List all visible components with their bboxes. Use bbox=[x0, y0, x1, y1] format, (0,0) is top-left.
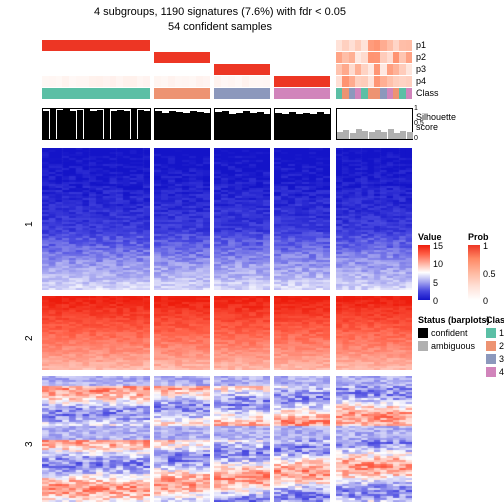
silh-tick-0: 1 bbox=[414, 105, 418, 112]
legend-value-tick-1: 10 bbox=[433, 259, 443, 269]
p1-strip-g1 bbox=[154, 40, 210, 51]
p1-strip-g2 bbox=[214, 40, 270, 51]
legend-class-label-0: 1 bbox=[499, 328, 504, 338]
p3-strip-g4 bbox=[336, 64, 412, 75]
heatmap-r2-g3 bbox=[274, 376, 330, 502]
class-strip-g3 bbox=[274, 88, 330, 99]
legend-value-tick-3: 0 bbox=[433, 296, 438, 306]
class-strip-g4 bbox=[336, 88, 412, 99]
heatmap-r2-g1 bbox=[154, 376, 210, 502]
heatmap-r1-g2 bbox=[214, 296, 270, 370]
silh-tick-1: 0.5 bbox=[414, 120, 424, 127]
legend-status-label-1: ambiguous bbox=[431, 341, 475, 351]
heatmap-r0-g1 bbox=[154, 148, 210, 290]
label-class: Class bbox=[416, 88, 439, 98]
title-line-2: 54 confident samples bbox=[40, 21, 400, 33]
legend-class-label-2: 3 bbox=[499, 354, 504, 364]
p3-strip-g1 bbox=[154, 64, 210, 75]
legend-value-tick-2: 5 bbox=[433, 278, 438, 288]
row-label-2: 3 bbox=[24, 431, 35, 447]
p4-strip-g1 bbox=[154, 76, 210, 87]
label-p1: p1 bbox=[416, 40, 426, 50]
legend-class-swatch-0 bbox=[486, 328, 496, 338]
silhouette-box-g3 bbox=[274, 108, 331, 140]
legend-value-tick-0: 15 bbox=[433, 241, 443, 251]
p4-strip-g3 bbox=[274, 76, 330, 87]
legend-class-swatch-1 bbox=[486, 341, 496, 351]
legend-class-label-3: 4 bbox=[499, 367, 504, 377]
p2-strip-g3 bbox=[274, 52, 330, 63]
class-strip-g1 bbox=[154, 88, 210, 99]
heatmap-r1-g1 bbox=[154, 296, 210, 370]
legend-prob-tick-2: 0 bbox=[483, 296, 488, 306]
p2-strip-g0 bbox=[42, 52, 150, 63]
heatmap-r0-g3 bbox=[274, 148, 330, 290]
p4-strip-g2 bbox=[214, 76, 270, 87]
heatmap-r0-g0 bbox=[42, 148, 150, 290]
heatmap-r0-g2 bbox=[214, 148, 270, 290]
heatmap-r2-g2 bbox=[214, 376, 270, 502]
silhouette-box-g1 bbox=[154, 108, 211, 140]
p1-strip-g4 bbox=[336, 40, 412, 51]
title-line-1: 4 subgroups, 1190 signatures (7.6%) with… bbox=[40, 6, 400, 18]
heatmap-r1-g3 bbox=[274, 296, 330, 370]
label-p4: p4 bbox=[416, 76, 426, 86]
heatmap-r1-g4 bbox=[336, 296, 412, 370]
p2-strip-g2 bbox=[214, 52, 270, 63]
silhouette-box-g2 bbox=[214, 108, 271, 140]
row-label-1: 2 bbox=[24, 325, 35, 341]
p1-strip-g3 bbox=[274, 40, 330, 51]
heatmap-r0-g4 bbox=[336, 148, 412, 290]
heatmap-r1-g0 bbox=[42, 296, 150, 370]
class-strip-g2 bbox=[214, 88, 270, 99]
silh-tick-2: 0 bbox=[414, 135, 418, 142]
legend-class-swatch-2 bbox=[486, 354, 496, 364]
p3-strip-g0 bbox=[42, 64, 150, 75]
legend-status-label-0: confident bbox=[431, 328, 468, 338]
label-p2: p2 bbox=[416, 52, 426, 62]
legend-prob-tick-0: 1 bbox=[483, 241, 488, 251]
p2-strip-g4 bbox=[336, 52, 412, 63]
p4-strip-g0 bbox=[42, 76, 150, 87]
legend-prob-tick-1: 0.5 bbox=[483, 269, 496, 279]
heatmap-r2-g4 bbox=[336, 376, 412, 502]
legend-prob-gradient bbox=[468, 245, 480, 300]
row-label-0: 1 bbox=[24, 211, 35, 227]
silhouette-box-g0 bbox=[42, 108, 151, 140]
legend-class-swatch-3 bbox=[486, 367, 496, 377]
legend-class-title: Class bbox=[486, 315, 504, 325]
legend-status-swatch-0 bbox=[418, 328, 428, 338]
p3-strip-g2 bbox=[214, 64, 270, 75]
p3-strip-g3 bbox=[274, 64, 330, 75]
legend-value-gradient bbox=[418, 245, 430, 300]
legend-status-swatch-1 bbox=[418, 341, 428, 351]
heatmap-r2-g0 bbox=[42, 376, 150, 502]
p4-strip-g4 bbox=[336, 76, 412, 87]
p1-strip-g0 bbox=[42, 40, 150, 51]
p2-strip-g1 bbox=[154, 52, 210, 63]
silhouette-box-g4 bbox=[336, 108, 413, 140]
class-strip-g0 bbox=[42, 88, 150, 99]
label-p3: p3 bbox=[416, 64, 426, 74]
legend-class-label-1: 2 bbox=[499, 341, 504, 351]
